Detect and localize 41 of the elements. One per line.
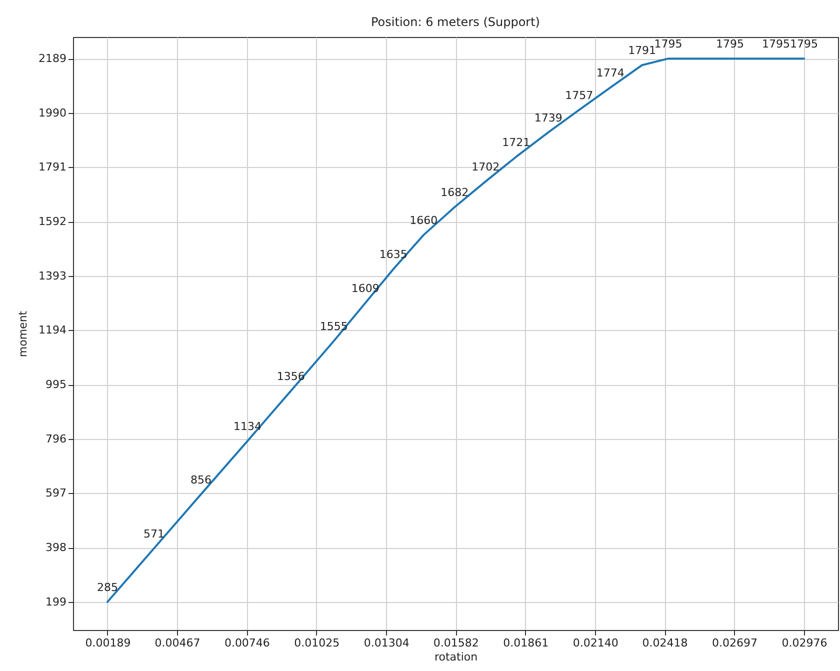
annotation: 1660: [410, 214, 438, 227]
y-tick-label: 1791: [38, 160, 66, 174]
x-tick-label: 0.00189: [85, 636, 131, 650]
annotation: 1795: [654, 38, 682, 51]
annotation: 1795: [762, 38, 790, 51]
y-tick-label: 199: [46, 595, 66, 608]
x-tick-label: 0.01582: [433, 636, 479, 650]
x-axis-title: rotation: [434, 650, 478, 664]
annotation: 1791: [628, 44, 656, 58]
annotation: 1795: [716, 38, 744, 51]
x-tick-label: 0.00467: [154, 636, 200, 650]
annotation: 571: [143, 527, 164, 540]
x-tick-label: 0.01861: [503, 636, 549, 650]
annotation: 1774: [596, 66, 624, 80]
x-tick-label: 0.02418: [642, 636, 688, 650]
annotation: 1635: [379, 248, 408, 262]
y-tick-label: 398: [46, 541, 66, 554]
y-tick-label: 995: [46, 378, 66, 392]
annotation: 1795: [790, 38, 818, 51]
y-tick-label: 597: [46, 486, 66, 500]
x-tick-label: 0.01025: [294, 636, 340, 650]
annotation: 856: [190, 473, 212, 486]
x-tick-label: 0.02140: [572, 636, 618, 650]
x-tick-label: 0.02976: [782, 636, 828, 650]
annotation: 1757: [565, 88, 594, 102]
x-tick-label: 0.01304: [364, 636, 410, 650]
y-tick-label: 1393: [38, 269, 66, 282]
annotation: 285: [96, 580, 118, 594]
annotation: 1682: [440, 186, 469, 200]
annotation: 1721: [502, 136, 530, 149]
y-tick-label: 2189: [38, 52, 66, 66]
annotation: 1739: [534, 111, 562, 124]
y-tick-label: 796: [46, 432, 66, 446]
chart-title: Position: 6 meters (Support): [371, 15, 540, 29]
y-tick-label: 1592: [38, 215, 66, 228]
x-tick-label: 0.00746: [224, 636, 270, 650]
y-tick-label: 1194: [38, 324, 66, 337]
x-tick-label: 0.02697: [712, 636, 758, 650]
annotation: 1702: [472, 160, 500, 174]
y-tick-label: 1990: [38, 106, 66, 120]
y-axis-title: moment: [16, 310, 30, 358]
